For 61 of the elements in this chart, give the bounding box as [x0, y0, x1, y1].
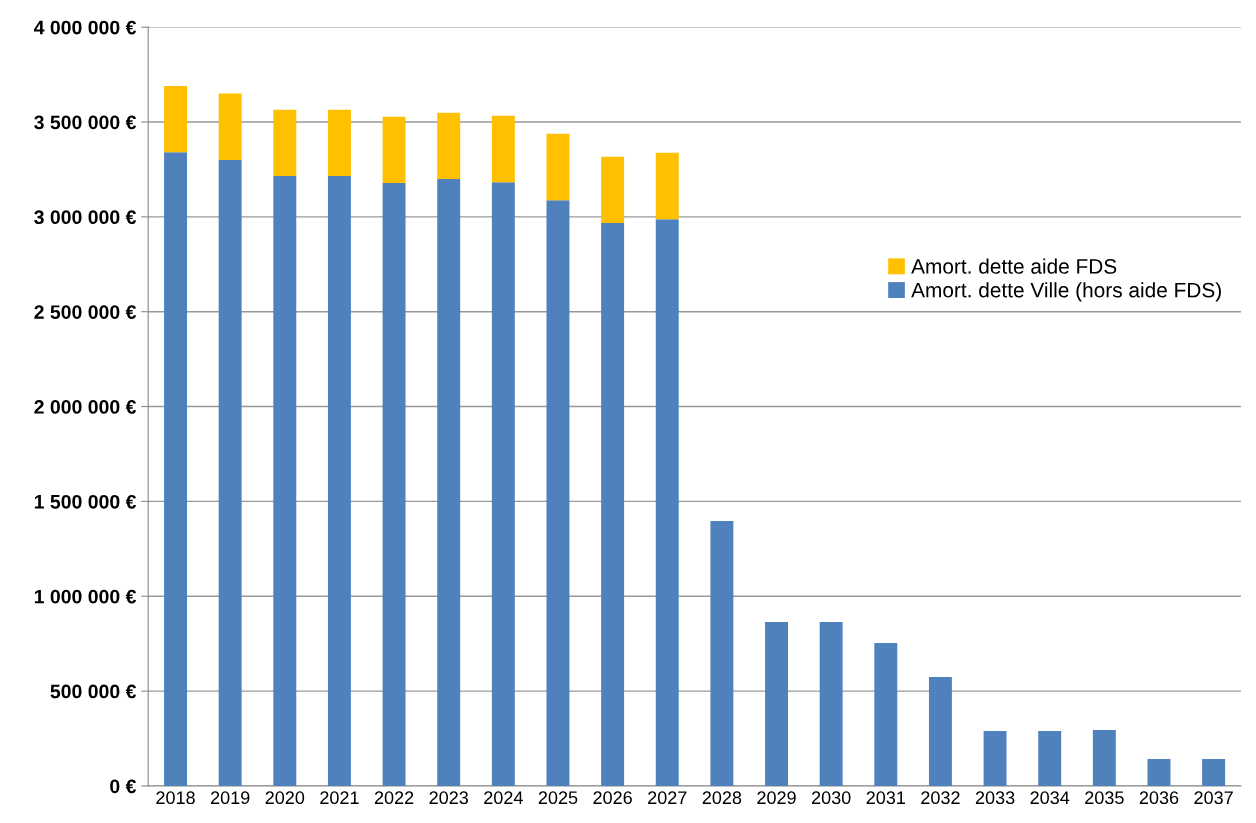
x-tick-label: 2019 [210, 791, 250, 805]
bar [601, 223, 625, 786]
bar [765, 622, 788, 786]
y-tick-label: 3 000 000 € [34, 210, 137, 225]
y-tick-label: 500 000 € [50, 684, 137, 699]
bar [1202, 759, 1226, 786]
x-tick-label: 2024 [484, 791, 523, 805]
y-tick-label: 1 500 000 € [34, 494, 137, 509]
x-tick-label: 2027 [648, 791, 687, 805]
x-tick-label: 2036 [1139, 791, 1179, 805]
bar [382, 116, 406, 184]
x-tick-label: 2031 [866, 791, 905, 805]
bar [327, 176, 351, 786]
x-tick-label: 2028 [702, 791, 742, 805]
bar [655, 152, 679, 220]
legend-label: Amort. dette Ville (hors aide FDS) [911, 282, 1221, 302]
x-tick-label: 2025 [538, 791, 578, 805]
x-tick-label: 2029 [757, 791, 796, 805]
x-tick-label: 2034 [1030, 791, 1070, 805]
bar [273, 176, 297, 786]
bar [1038, 730, 1062, 786]
x-tick-label: 2026 [593, 791, 632, 805]
bar [1147, 759, 1171, 786]
bar [218, 93, 242, 160]
bar [327, 109, 351, 177]
legend-label: Amort. dette aide FDS [911, 258, 1117, 274]
bar [819, 622, 843, 786]
bar [382, 183, 406, 786]
bar [218, 159, 242, 786]
x-tick-label: 2035 [1085, 791, 1124, 805]
bar [164, 152, 187, 786]
bar [546, 133, 570, 201]
x-tick-label: 2020 [265, 791, 305, 805]
bar [437, 179, 461, 786]
bar [655, 219, 679, 786]
y-tick-label: 3 500 000 € [34, 115, 137, 130]
bar [601, 156, 625, 224]
x-tick-label: 2023 [429, 791, 468, 805]
x-tick-label: 2018 [156, 791, 195, 805]
bar [710, 520, 734, 786]
x-tick-label: 2021 [320, 791, 359, 805]
x-tick-label: 2030 [811, 791, 851, 805]
y-tick-label: 2 500 000 € [34, 305, 137, 319]
bar [491, 182, 515, 786]
y-tick-label: 2 000 000 € [34, 400, 137, 414]
bar [273, 109, 297, 177]
bar [491, 115, 515, 183]
bar [437, 112, 461, 180]
bar [928, 677, 952, 786]
bar [983, 730, 1007, 786]
y-tick-label: 4 000 000 € [33, 20, 137, 35]
x-tick-label: 2032 [921, 791, 960, 805]
bar [546, 200, 570, 786]
bar [1092, 730, 1116, 786]
y-tick-label: 1 000 000 € [34, 589, 137, 604]
bar [874, 642, 898, 786]
bar [164, 85, 187, 153]
x-tick-label: 2033 [975, 791, 1015, 805]
x-tick-label: 2037 [1194, 791, 1233, 805]
x-tick-label: 2022 [374, 791, 414, 805]
y-tick-label: 0 € [110, 779, 137, 794]
